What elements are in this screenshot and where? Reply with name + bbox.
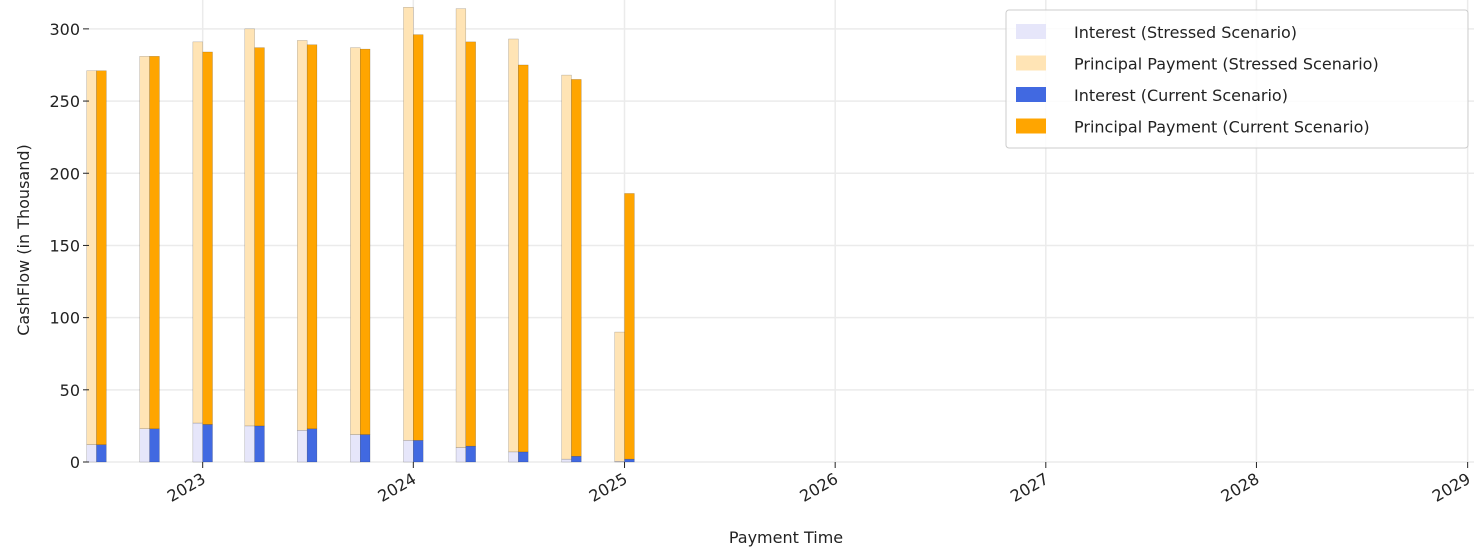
bar-segment (455, 447, 467, 463)
y-tick-label: 0 (70, 453, 80, 472)
bar-segment (413, 440, 424, 463)
y-tick-label: 50 (60, 381, 80, 400)
y-tick-label: 200 (49, 164, 80, 183)
x-axis-label: Payment Time (729, 528, 843, 547)
y-tick-label: 300 (49, 20, 80, 39)
legend-label: Interest (Stressed Scenario) (1074, 23, 1297, 42)
legend-swatch (1016, 118, 1046, 134)
bar-segment (465, 41, 476, 447)
bar-segment (306, 428, 318, 463)
legend-frame (1005, 9, 1469, 149)
bar-segment (403, 440, 414, 463)
bars (86, 7, 635, 463)
bar-segment (518, 451, 529, 463)
bar-segment (254, 425, 265, 463)
y-tick-label: 150 (49, 236, 80, 255)
bar-segment (571, 456, 582, 463)
x-tick-label: 2029 (1429, 469, 1474, 506)
bar-segment (403, 7, 414, 441)
legend-label: Interest (Current Scenario) (1074, 86, 1288, 105)
bar-segment (508, 451, 519, 463)
bar-segment (192, 422, 203, 463)
bar-segment (561, 458, 572, 463)
bar-segment (624, 193, 635, 460)
bar-segment (306, 44, 318, 429)
bar-segment (202, 424, 213, 463)
x-tick-label: 2026 (796, 469, 841, 506)
y-axis-label: CashFlow (in Thousand) (14, 144, 33, 336)
bar-segment (455, 8, 467, 448)
bar-segment (86, 70, 97, 445)
bar-segment (350, 434, 361, 463)
bar-segment (86, 444, 97, 463)
x-tick-label: 2025 (586, 469, 631, 506)
x-tick-label: 2023 (164, 469, 209, 506)
legend-swatch (1016, 87, 1046, 102)
bar-segment (139, 428, 150, 463)
legend: Interest (Stressed Scenario) Principal Pa… (1005, 9, 1469, 149)
bar-segment (297, 40, 308, 431)
bar-segment (149, 428, 160, 463)
bar-segment (571, 79, 582, 457)
bar-segment (614, 331, 625, 462)
bar-segment (149, 56, 160, 429)
bar-segment (192, 41, 203, 424)
bar-segment (244, 425, 255, 463)
y-tick-label: 250 (49, 92, 80, 111)
bar-segment (244, 28, 255, 427)
bar-segment (202, 51, 213, 425)
legend-swatch (1016, 24, 1046, 39)
bar-segment (139, 56, 150, 429)
y-tick-label: 100 (49, 309, 80, 328)
bar-segment (360, 48, 371, 435)
bar-segment (413, 34, 424, 441)
bar-segment (96, 444, 107, 463)
bar-segment (561, 74, 572, 460)
bar-segment (518, 64, 529, 453)
bar-segment (508, 38, 519, 453)
bar-segment (254, 47, 265, 427)
bar-segment (96, 70, 107, 445)
x-tick-label: 2024 (375, 469, 420, 506)
bar-segment (465, 445, 476, 463)
legend-swatch (1016, 55, 1046, 71)
legend-label: Principal Payment (Stressed Scenario) (1074, 55, 1379, 74)
x-tick-label: 2027 (1007, 469, 1052, 506)
bar-segment (350, 47, 361, 435)
bar-segment (297, 430, 308, 463)
x-tick-label: 2028 (1218, 469, 1263, 506)
bar-segment (624, 458, 635, 463)
legend-label: Principal Payment (Current Scenario) (1074, 118, 1370, 137)
bar-segment (360, 434, 371, 463)
